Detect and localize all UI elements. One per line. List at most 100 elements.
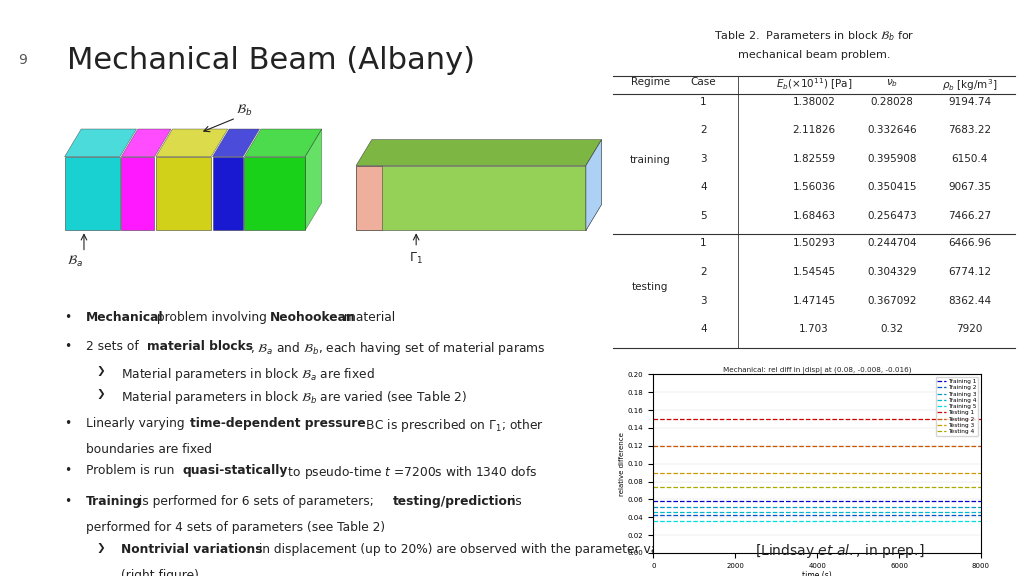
Text: 1.703: 1.703 xyxy=(799,324,829,334)
Text: , $\mathcal{B}_a$ and $\mathcal{B}_b$, each having set of material params: , $\mathcal{B}_a$ and $\mathcal{B}_b$, e… xyxy=(250,340,546,357)
Text: 1.82559: 1.82559 xyxy=(793,154,836,164)
Text: Problem is run: Problem is run xyxy=(86,464,178,477)
Text: Regime: Regime xyxy=(631,77,670,87)
Text: problem involving: problem involving xyxy=(154,311,271,324)
Text: [Lindsay $\it{et\ al.}$, in prep.]: [Lindsay $\it{et\ al.}$, in prep.] xyxy=(755,542,925,560)
Bar xyxy=(156,157,211,230)
Text: Linearly varying: Linearly varying xyxy=(86,418,188,430)
Text: BC is prescribed on $\Gamma_1$; other: BC is prescribed on $\Gamma_1$; other xyxy=(362,418,544,434)
Text: 6774.12: 6774.12 xyxy=(948,267,991,277)
Text: •: • xyxy=(63,340,71,353)
Text: 0.395908: 0.395908 xyxy=(867,154,916,164)
Text: Material parameters in block $\mathcal{B}_a$ are fixed: Material parameters in block $\mathcal{B… xyxy=(121,366,375,382)
Text: training: training xyxy=(630,155,671,165)
Text: $\mathcal{B}_a$: $\mathcal{B}_a$ xyxy=(68,255,83,270)
Bar xyxy=(356,166,382,230)
Text: 0.244704: 0.244704 xyxy=(867,238,916,248)
Text: 2: 2 xyxy=(700,267,707,277)
Text: 0.367092: 0.367092 xyxy=(867,295,916,306)
Text: 0.304329: 0.304329 xyxy=(867,267,916,277)
Text: Case: Case xyxy=(690,77,717,87)
Text: boundaries are fixed: boundaries are fixed xyxy=(86,443,212,456)
Text: 4: 4 xyxy=(700,183,707,192)
Text: (right figure): (right figure) xyxy=(121,569,199,576)
Text: material: material xyxy=(340,311,395,324)
Text: 0.350415: 0.350415 xyxy=(867,183,916,192)
Text: quasi-statically: quasi-statically xyxy=(182,464,288,477)
Text: Training: Training xyxy=(86,495,142,508)
Text: 2.11826: 2.11826 xyxy=(793,125,836,135)
Polygon shape xyxy=(356,139,601,166)
Text: is: is xyxy=(508,495,521,508)
Polygon shape xyxy=(586,139,601,230)
Polygon shape xyxy=(121,129,171,157)
Polygon shape xyxy=(305,129,322,230)
Bar xyxy=(121,157,155,230)
Text: 0.32: 0.32 xyxy=(881,324,903,334)
Text: $\rho_b$ [kg/m$^3$]: $\rho_b$ [kg/m$^3$] xyxy=(942,77,997,93)
Text: 0.332646: 0.332646 xyxy=(867,125,916,135)
Text: 0.28028: 0.28028 xyxy=(870,97,913,107)
Text: Nontrivial variations: Nontrivial variations xyxy=(121,543,262,556)
Text: 1: 1 xyxy=(700,97,707,107)
Text: 1.38002: 1.38002 xyxy=(793,97,836,107)
Text: is performed for 6 sets of parameters;: is performed for 6 sets of parameters; xyxy=(135,495,378,508)
Text: 9194.74: 9194.74 xyxy=(948,97,991,107)
Polygon shape xyxy=(245,129,322,157)
Text: time-dependent pressure: time-dependent pressure xyxy=(190,418,366,430)
Text: 3: 3 xyxy=(700,154,707,164)
Text: Mechanical: Mechanical xyxy=(86,311,164,324)
Text: testing: testing xyxy=(632,282,669,292)
Text: ❯: ❯ xyxy=(96,389,105,399)
Text: testing/prediction: testing/prediction xyxy=(393,495,517,508)
Text: •: • xyxy=(63,495,71,508)
Text: in displacement (up to 20%) are observed with the parameter variations considere: in displacement (up to 20%) are observed… xyxy=(255,543,775,556)
Text: $\nu_b$: $\nu_b$ xyxy=(886,77,898,89)
Text: material blocks: material blocks xyxy=(147,340,253,353)
Text: 9067.35: 9067.35 xyxy=(948,183,991,192)
Text: 3: 3 xyxy=(700,295,707,306)
Text: to pseudo-time $t$ =7200s with 1340 dofs: to pseudo-time $t$ =7200s with 1340 dofs xyxy=(284,464,538,481)
Text: 6466.96: 6466.96 xyxy=(948,238,991,248)
Bar xyxy=(65,157,120,230)
Text: •: • xyxy=(63,311,71,324)
Text: $\mathcal{B}_b$: $\mathcal{B}_b$ xyxy=(236,103,252,118)
Text: Material parameters in block $\mathcal{B}_b$ are varied (see Table 2): Material parameters in block $\mathcal{B… xyxy=(121,389,467,406)
Legend: Training 1, Training 2, Training 3, Training 4, Training 5, Testing 1, Testing 2: Training 1, Training 2, Training 3, Trai… xyxy=(936,377,978,436)
Text: 7920: 7920 xyxy=(956,324,983,334)
Polygon shape xyxy=(156,129,227,157)
Text: Table 2.  Parameters in block $\mathcal{B}_b$ for: Table 2. Parameters in block $\mathcal{B… xyxy=(714,29,914,43)
Text: 0.256473: 0.256473 xyxy=(867,211,916,221)
Text: performed for 4 sets of parameters (see Table 2): performed for 4 sets of parameters (see … xyxy=(86,521,385,533)
Text: Neohookean: Neohookean xyxy=(270,311,356,324)
Polygon shape xyxy=(586,139,601,230)
Text: 4: 4 xyxy=(700,324,707,334)
Text: •: • xyxy=(63,464,71,477)
Text: 7683.22: 7683.22 xyxy=(948,125,991,135)
Text: $\Gamma_1$: $\Gamma_1$ xyxy=(410,251,423,266)
Text: 1.47145: 1.47145 xyxy=(793,295,836,306)
X-axis label: time (s): time (s) xyxy=(802,571,833,576)
Polygon shape xyxy=(213,129,259,157)
Text: 1.56036: 1.56036 xyxy=(793,183,836,192)
Text: •: • xyxy=(63,418,71,430)
Text: 2: 2 xyxy=(700,125,707,135)
Bar xyxy=(245,157,305,230)
Title: Mechanical: rel diff in |disp| at (0.08, -0.008, -0.016): Mechanical: rel diff in |disp| at (0.08,… xyxy=(723,366,911,374)
Bar xyxy=(356,166,586,230)
Text: 1.50293: 1.50293 xyxy=(793,238,836,248)
Text: $E_b(\times 10^{11})$ [Pa]: $E_b(\times 10^{11})$ [Pa] xyxy=(776,77,852,92)
Text: mechanical beam problem.: mechanical beam problem. xyxy=(738,51,890,60)
Text: Mechanical Beam (Albany): Mechanical Beam (Albany) xyxy=(67,46,474,75)
Text: ❯: ❯ xyxy=(96,366,105,376)
Text: 9: 9 xyxy=(18,54,27,67)
Text: ❯: ❯ xyxy=(96,543,105,553)
Polygon shape xyxy=(65,129,136,157)
Text: 1.68463: 1.68463 xyxy=(793,211,836,221)
Text: 8362.44: 8362.44 xyxy=(948,295,991,306)
Text: 7466.27: 7466.27 xyxy=(948,211,991,221)
Bar xyxy=(213,157,243,230)
Text: 6150.4: 6150.4 xyxy=(951,154,988,164)
Text: ⛹: ⛹ xyxy=(976,77,986,96)
Text: 1.54545: 1.54545 xyxy=(793,267,836,277)
